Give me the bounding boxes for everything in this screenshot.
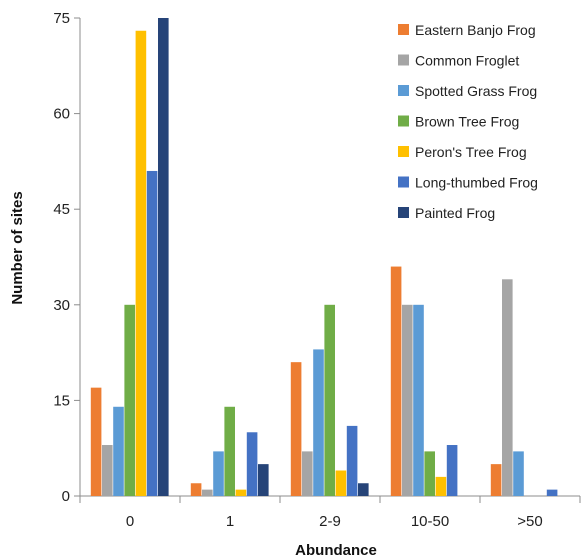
legend-label: Peron's Tree Frog [415,144,527,160]
bar [302,451,313,496]
legend-label: Long-thumbed Frog [415,175,538,191]
bar [135,30,147,496]
bar [402,304,413,496]
bar [546,489,558,496]
bar [446,445,458,496]
y-axis-title: Number of sites [9,191,26,304]
bar [346,425,358,496]
bar [113,406,124,496]
bar [435,476,447,496]
bar [390,266,402,496]
legend-label: Spotted Grass Frog [415,83,537,99]
bar [502,279,513,496]
y-tick-label: 45 [53,201,70,218]
y-tick-label: 15 [53,392,70,409]
bar [313,349,324,496]
bar [224,406,235,496]
x-tick-label: 10-50 [411,513,449,530]
bar [335,470,347,496]
legend-swatch [398,115,409,127]
bar [424,451,435,496]
legend-swatch [398,54,409,66]
y-axis: 0 15 30 45 60 75 [53,10,81,505]
legend-label: Painted Frog [415,205,495,221]
bar [413,304,424,496]
legend-label: Eastern Banjo Frog [415,22,536,38]
x-tick-label: 0 [126,513,134,530]
bar [158,18,169,496]
x-axis-title: Abundance [295,542,377,559]
bar [235,489,247,496]
bar [358,483,369,496]
legend-swatch [398,24,409,35]
bar [290,362,302,496]
bar [513,451,524,496]
y-tick-label: 0 [62,488,70,505]
y-tick-label: 60 [53,106,70,123]
legend-label: Common Froglet [415,53,519,69]
bar [213,451,224,496]
x-tick-label: 2-9 [319,513,341,530]
bar [258,464,269,496]
legend-swatch [398,176,409,188]
x-tick-label: >50 [517,513,542,530]
bar [190,483,202,496]
bar [324,304,335,496]
x-axis: 0 1 2-9 10-50 >50 [79,495,581,530]
bars [90,18,558,496]
bar [90,387,102,496]
y-tick-label: 75 [53,10,70,27]
legend-swatch [398,207,409,218]
bar [490,464,502,496]
legend-label: Brown Tree Frog [415,114,519,130]
bar [102,445,113,496]
bar [146,170,158,496]
x-tick-label: 1 [226,513,234,530]
bar [124,304,135,496]
bar [202,489,213,496]
legend: Eastern Banjo Frog Common Froglet Spotted … [398,22,538,221]
legend-swatch [398,146,409,157]
y-tick-label: 30 [53,297,70,314]
legend-swatch [398,85,409,96]
bar [246,432,258,496]
